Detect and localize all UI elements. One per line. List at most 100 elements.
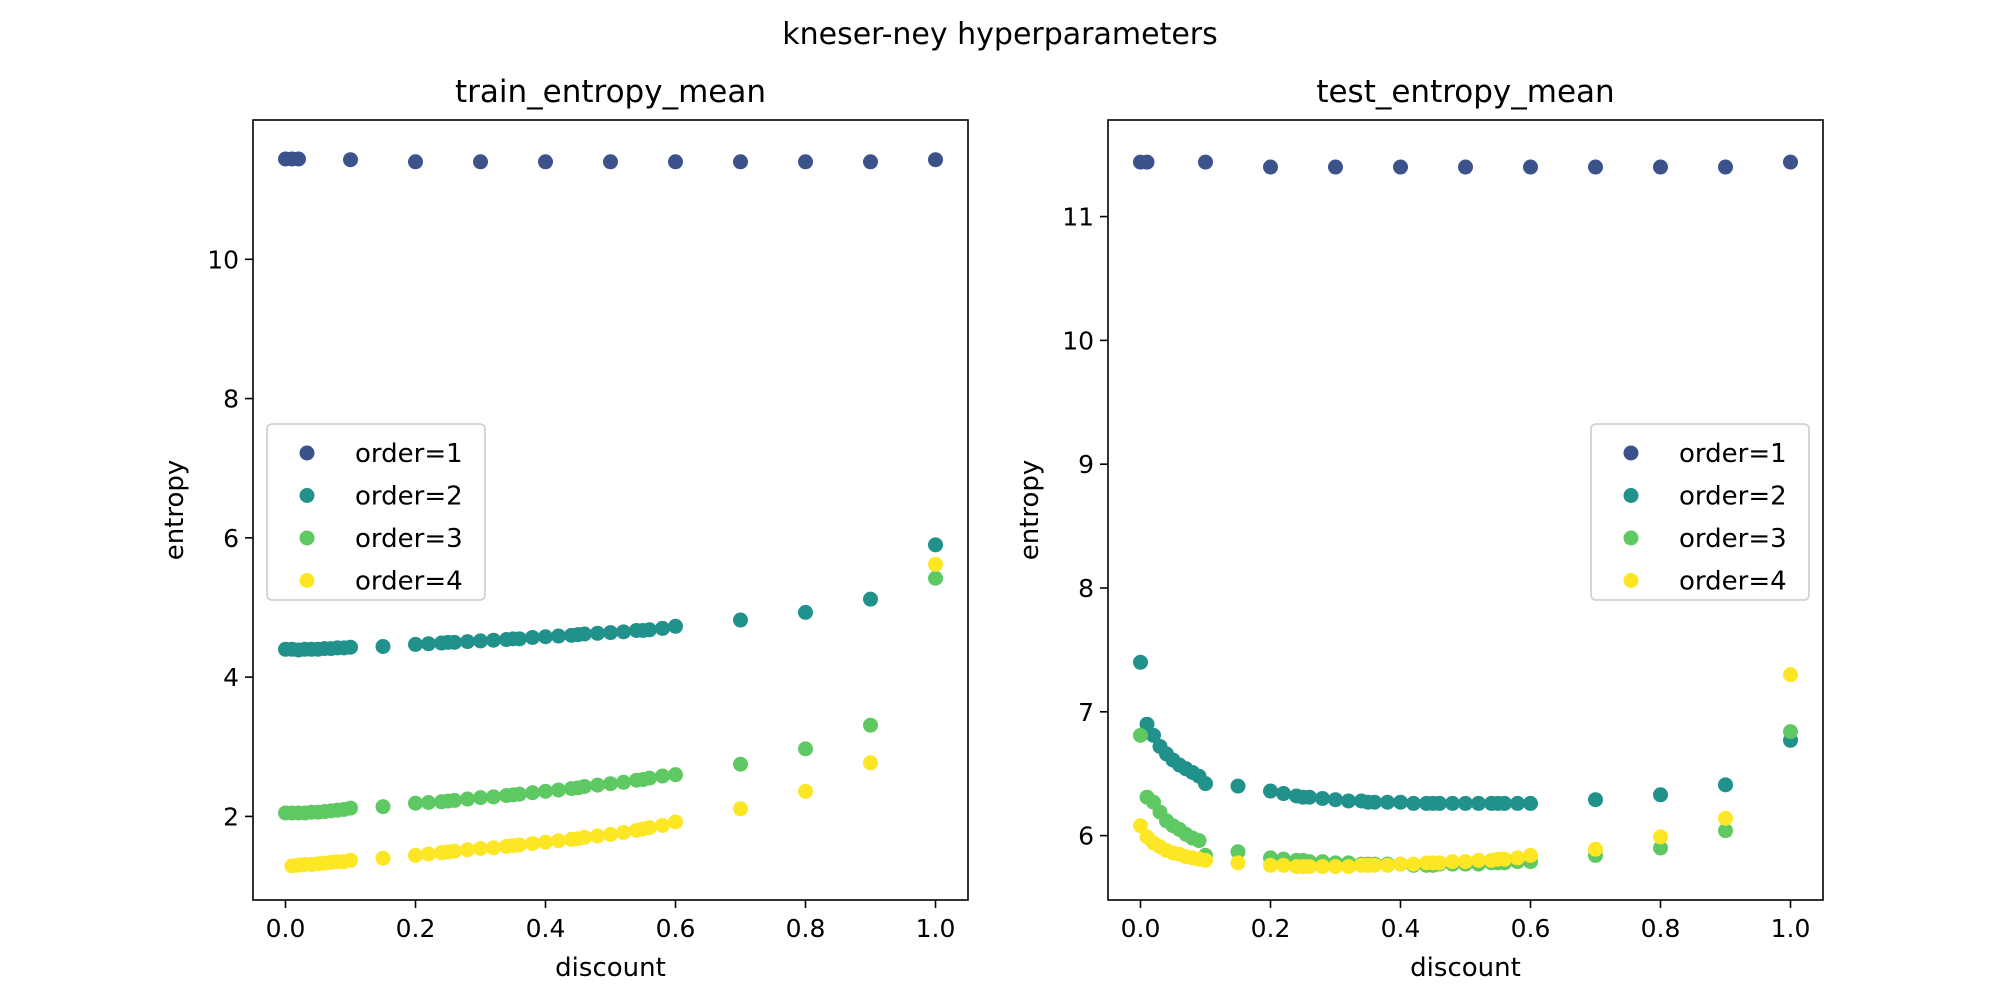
- legend-marker: [1623, 573, 1639, 588]
- data-point: [343, 152, 358, 168]
- data-point: [1458, 795, 1473, 811]
- data-point: [1523, 795, 1538, 811]
- x-tick-label: 0.4: [526, 914, 566, 943]
- data-point: [577, 829, 592, 845]
- data-point: [1133, 818, 1148, 834]
- data-point: [1230, 778, 1246, 794]
- x-tick-label: 1.0: [916, 914, 956, 943]
- data-point: [486, 632, 501, 648]
- data-point: [1471, 795, 1486, 811]
- y-tick-label: 7: [1078, 698, 1094, 727]
- data-point: [551, 628, 566, 644]
- data-point: [473, 154, 488, 170]
- data-point: [1783, 724, 1798, 740]
- data-point: [1230, 844, 1246, 860]
- x-tick-label: 1.0: [1771, 914, 1811, 943]
- legend-marker: [299, 445, 315, 461]
- data-point: [1445, 795, 1460, 811]
- data-point: [460, 842, 475, 858]
- series-order=4: [1133, 667, 1798, 875]
- legend-marker: [299, 530, 315, 546]
- data-point: [1133, 654, 1148, 670]
- data-point: [1328, 159, 1343, 175]
- data-point: [863, 755, 878, 771]
- legend-marker: [299, 573, 315, 588]
- x-tick-label: 0.2: [396, 914, 436, 943]
- data-point: [668, 814, 683, 830]
- x-tick-label: 0.6: [656, 914, 696, 943]
- data-point: [291, 151, 306, 167]
- data-point: [1588, 841, 1603, 857]
- data-point: [1458, 159, 1473, 175]
- data-point: [603, 827, 618, 843]
- data-point: [798, 604, 813, 620]
- y-tick-label: 8: [1078, 574, 1094, 603]
- data-point: [798, 783, 813, 799]
- y-tick-label: 10: [1062, 326, 1094, 355]
- data-point: [1276, 857, 1291, 873]
- data-point: [928, 152, 943, 168]
- data-point: [525, 629, 540, 645]
- data-point: [1230, 855, 1246, 871]
- data-point: [1191, 833, 1207, 849]
- y-tick-label: 8: [223, 385, 239, 414]
- data-point: [1393, 159, 1408, 175]
- data-point: [1263, 783, 1278, 799]
- series-order=2: [278, 537, 943, 658]
- data-point: [603, 776, 618, 792]
- legend-marker: [1623, 488, 1639, 503]
- data-point: [928, 556, 943, 572]
- y-axis-label: entropy: [160, 460, 190, 561]
- data-point: [655, 620, 670, 636]
- data-point: [1458, 854, 1473, 870]
- data-point: [1302, 789, 1317, 805]
- legend-box: [1590, 423, 1810, 601]
- data-point: [512, 837, 527, 853]
- legend-box: [266, 423, 486, 601]
- x-tick-label: 0.2: [1251, 914, 1291, 943]
- data-point: [1783, 154, 1798, 170]
- axes-container: 0.0 0.2 0.4 0.6 0.8 1.0 2 4 6 8 10 train_entropy_me…: [160, 74, 1824, 983]
- y-tick-label: 6: [223, 524, 239, 553]
- data-point: [1588, 792, 1603, 808]
- data-point: [1263, 159, 1278, 175]
- data-point: [616, 774, 631, 790]
- data-point: [1146, 727, 1161, 743]
- data-point: [1523, 159, 1538, 175]
- data-point: [863, 154, 878, 170]
- data-point: [473, 633, 488, 649]
- data-point: [343, 639, 358, 655]
- x-tick-label: 0.4: [1381, 914, 1421, 943]
- x-tick-label: 0.8: [786, 914, 826, 943]
- y-tick-label: 6: [1078, 822, 1094, 851]
- data-point: [1302, 859, 1317, 875]
- data-point: [1263, 857, 1278, 873]
- data-point: [1198, 776, 1213, 792]
- data-point: [1718, 777, 1733, 793]
- data-point: [798, 154, 813, 170]
- data-point: [1367, 857, 1382, 873]
- data-point: [1198, 154, 1213, 170]
- data-point: [375, 799, 391, 815]
- data-point: [486, 789, 501, 805]
- subplot-1: 0.0 0.2 0.4 0.6 0.8 1.0 2 4 6 8 10 train_entropy_me…: [160, 74, 969, 983]
- data-point: [1783, 667, 1798, 683]
- data-point: [1328, 792, 1343, 808]
- data-point: [473, 840, 488, 856]
- data-point: [733, 801, 748, 817]
- data-point: [538, 154, 553, 170]
- legend-marker: [1623, 530, 1639, 546]
- data-point: [616, 624, 631, 640]
- y-tick-label: 11: [1062, 203, 1094, 232]
- data-point: [486, 840, 501, 856]
- data-point: [1432, 855, 1447, 871]
- data-point: [733, 756, 748, 772]
- data-point: [1718, 810, 1733, 826]
- data-point: [1367, 794, 1382, 810]
- data-point: [603, 154, 618, 170]
- x-tick-label: 0.8: [1641, 914, 1681, 943]
- data-point: [408, 847, 423, 863]
- data-point: [577, 778, 592, 794]
- data-point: [655, 817, 670, 833]
- data-point: [1653, 787, 1668, 803]
